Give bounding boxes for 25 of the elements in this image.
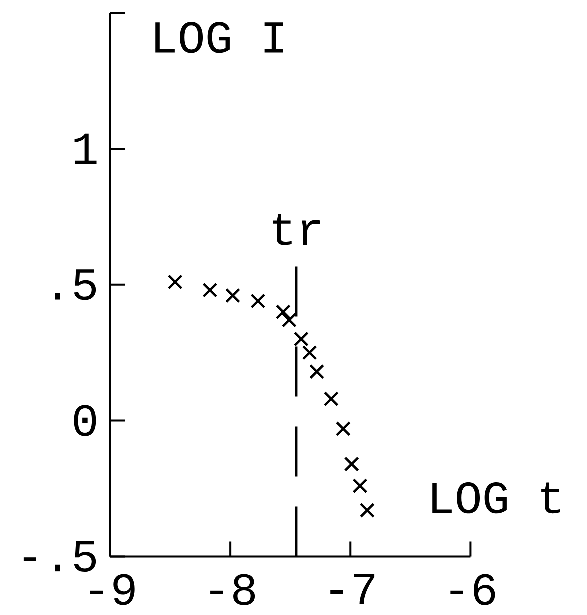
point: [202, 282, 218, 298]
x-tick-label: -8: [210, 574, 256, 606]
x-tick-label: -6: [450, 574, 496, 606]
y-tick-label: 1: [74, 134, 97, 164]
point: [282, 312, 297, 328]
point: [302, 345, 318, 360]
point: [324, 391, 339, 407]
point: [309, 364, 325, 380]
point: [225, 288, 241, 304]
point: [344, 456, 360, 472]
point: [276, 304, 291, 320]
x-tick-label: -7: [330, 574, 375, 604]
point: [360, 502, 376, 518]
y-axis-title: LOG I: [156, 22, 284, 54]
point: [336, 421, 351, 437]
x-axis-title: LOG t: [432, 482, 560, 514]
x-tick-label: -9: [90, 574, 135, 606]
point: [168, 274, 183, 290]
y-tick-label: 0: [74, 405, 96, 436]
ref-line-label: tr: [273, 214, 320, 246]
point: [352, 478, 368, 494]
point: [294, 332, 309, 347]
y-tick-label: -.5: [24, 541, 96, 572]
point: [250, 294, 266, 309]
y-tick-label: .5: [55, 270, 96, 300]
